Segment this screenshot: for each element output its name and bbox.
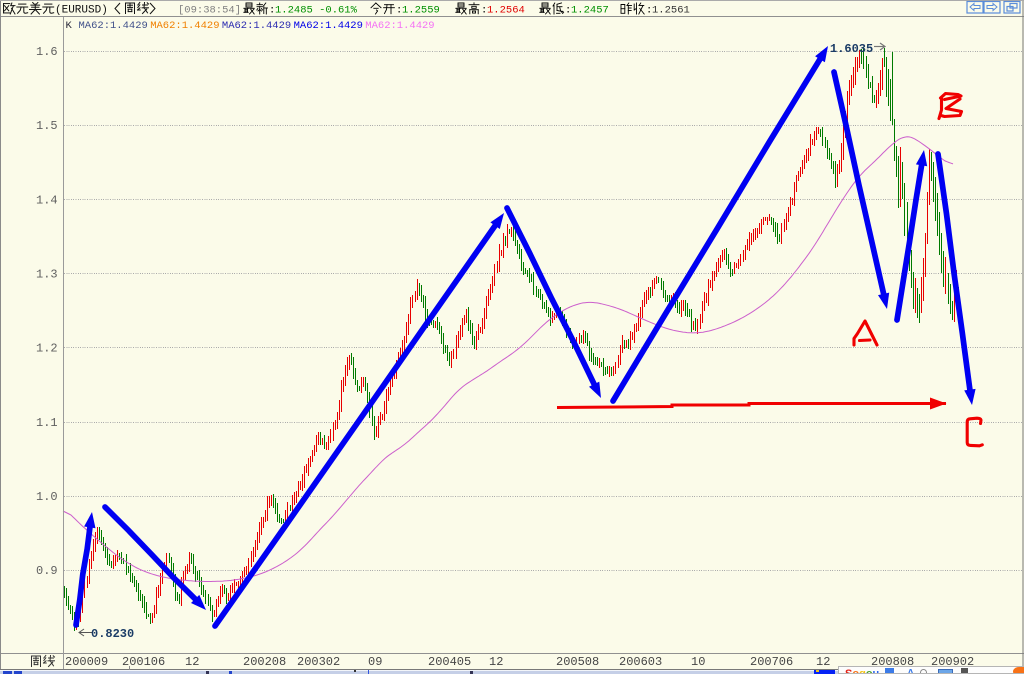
- svg-text:12: 12: [816, 655, 830, 669]
- svg-text:1.4: 1.4: [36, 193, 58, 207]
- svg-text:1.2: 1.2: [36, 342, 58, 356]
- svg-text:1.2559: 1.2559: [402, 5, 440, 17]
- svg-text:MA62:1.4429: MA62:1.4429: [294, 20, 363, 32]
- svg-text:K: K: [66, 20, 73, 32]
- svg-text:1.3: 1.3: [36, 268, 58, 282]
- svg-text:200706: 200706: [750, 655, 793, 669]
- svg-text:12: 12: [185, 655, 199, 669]
- svg-text::: :: [481, 5, 487, 17]
- svg-text:(EURUSD): (EURUSD): [55, 5, 108, 17]
- svg-text:MA62:1.4429: MA62:1.4429: [222, 20, 291, 32]
- svg-text:200603: 200603: [619, 655, 662, 669]
- svg-text:MA62:1.4429: MA62:1.4429: [79, 20, 148, 32]
- svg-text::: :: [396, 5, 402, 17]
- svg-text:MA62:1.4429: MA62:1.4429: [365, 20, 434, 32]
- svg-text:1.0: 1.0: [36, 490, 58, 504]
- svg-text:10: 10: [691, 655, 705, 669]
- svg-text:1.2457: 1.2457: [571, 5, 609, 17]
- svg-text::: :: [269, 5, 275, 17]
- svg-text:1.2564: 1.2564: [487, 5, 525, 17]
- svg-text:1.2485 -0.61%: 1.2485 -0.61%: [275, 5, 358, 17]
- svg-text:200405: 200405: [428, 655, 471, 669]
- svg-text:200009: 200009: [65, 655, 108, 669]
- svg-text:MA62:1.4429: MA62:1.4429: [150, 20, 219, 32]
- svg-text:200208: 200208: [243, 655, 286, 669]
- svg-text:1.6: 1.6: [36, 45, 58, 59]
- svg-text:1.1: 1.1: [36, 416, 58, 430]
- svg-text:200302: 200302: [297, 655, 340, 669]
- svg-text::: :: [565, 5, 571, 17]
- svg-text:1.5: 1.5: [36, 119, 58, 133]
- svg-text:0.9: 0.9: [36, 564, 58, 578]
- svg-text:200808: 200808: [871, 655, 914, 669]
- svg-text:[09:38:54]: [09:38:54]: [178, 5, 241, 17]
- svg-text:1.2561: 1.2561: [652, 5, 690, 17]
- svg-text:200106: 200106: [122, 655, 165, 669]
- svg-text::: :: [646, 5, 652, 17]
- svg-text:200508: 200508: [556, 655, 599, 669]
- svg-text:1.6035: 1.6035: [830, 42, 873, 56]
- svg-text:12: 12: [489, 655, 503, 669]
- svg-text:09: 09: [368, 655, 382, 669]
- svg-text:0.8230: 0.8230: [91, 627, 134, 641]
- svg-text:200902: 200902: [931, 655, 974, 669]
